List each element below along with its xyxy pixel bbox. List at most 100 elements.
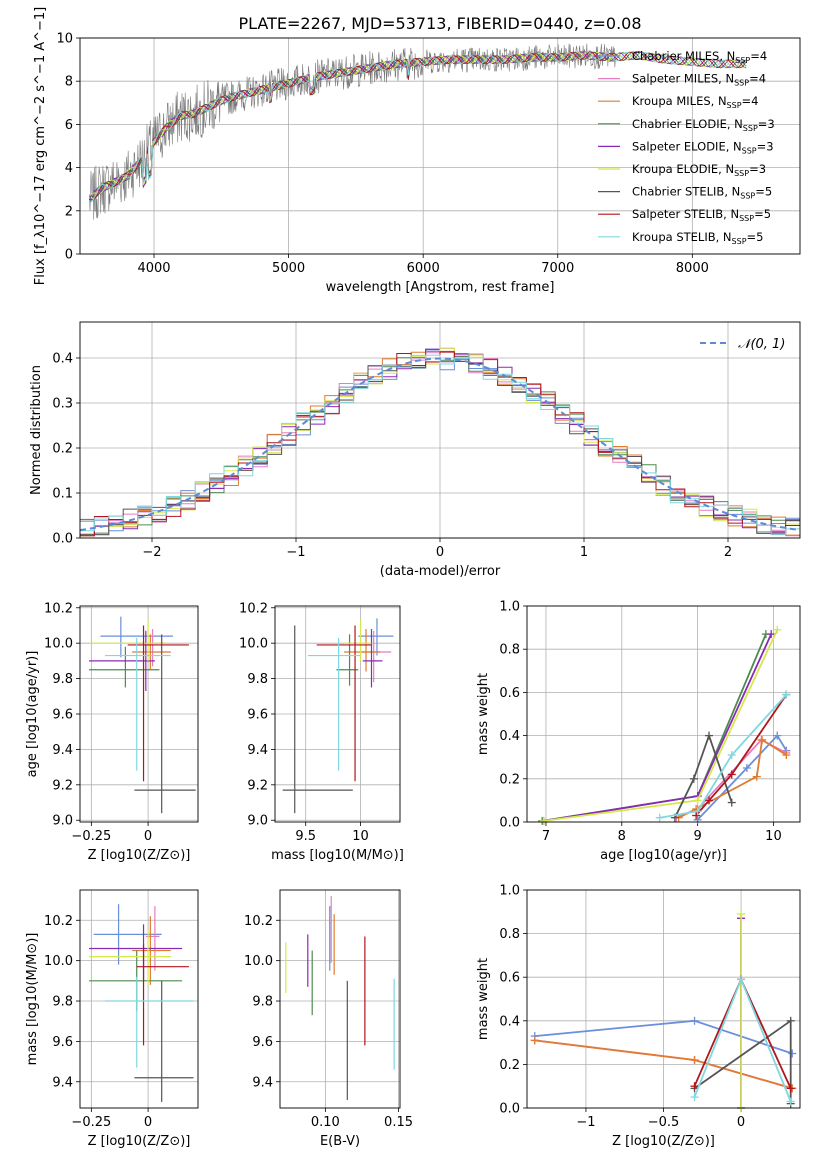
point-marker [727, 770, 736, 779]
legend-entry: Salpeter MILES, NSSP=4 [632, 72, 766, 88]
x-tick-label: 0.10 [311, 1115, 340, 1130]
plot-area [89, 904, 194, 1102]
y-tick-label: 9.4 [52, 743, 73, 758]
plot-area [538, 625, 791, 825]
y-tick-label: 9.8 [52, 672, 73, 687]
y-tick-label: 10.0 [239, 637, 268, 652]
y-tick-label: 10 [56, 32, 73, 47]
plot-area [530, 909, 797, 1112]
x-tick-label: 7 [542, 829, 550, 844]
point-marker [705, 796, 713, 805]
plot-area [89, 616, 196, 814]
x-tick-label: 8000 [676, 261, 709, 276]
x-tick-label: −0.25 [71, 829, 111, 844]
x-axis-label: Z [log10(Z/Z⊙)] [88, 1134, 191, 1149]
point-marker [693, 796, 702, 805]
y-tick-label: 10.2 [44, 914, 73, 929]
legend-entry: Kroupa ELODIE, NSSP=3 [632, 162, 766, 178]
y-tick-label: 9.0 [52, 814, 73, 829]
axes-frame [526, 605, 801, 823]
x-axis-label: age [log10(age/yr)] [600, 848, 727, 863]
x-tick-label: 0 [436, 545, 444, 560]
plot-area [79, 347, 801, 537]
x-tick-label: −0.25 [71, 1115, 111, 1130]
y-tick-label: 0.1 [52, 487, 73, 502]
x-tick-label: 6000 [407, 261, 440, 276]
series-line-salpeter-stelib [695, 694, 788, 817]
x-axis-label: Z [log10(Z/Z⊙)] [88, 848, 191, 863]
markers [89, 616, 196, 814]
point-marker [690, 1056, 699, 1065]
point-marker [773, 731, 782, 740]
axes-frame [79, 321, 801, 539]
y-tick-label: 0.2 [499, 1058, 520, 1073]
point-marker [689, 774, 698, 783]
ticks: 4000 5000 6000 7000 8000 0 2 4 6 8 10 [56, 32, 708, 277]
legend-entry: Salpeter STELIB, NSSP=5 [632, 207, 771, 223]
y-tick-label: 0.8 [499, 643, 520, 658]
y-tick-label: 9.4 [52, 1075, 73, 1090]
ticks: 0.10 0.15 9.4 9.6 9.8 10.0 10.2 [244, 914, 413, 1130]
y-axis-label: Flux [f_λ10^−17 erg cm^−2 s^−1 A^−1] [33, 7, 48, 285]
series-line-kroupa-stelib [659, 693, 788, 819]
y-tick-label: 9.4 [247, 743, 268, 758]
legend-entry: Kroupa STELIB, NSSP=5 [632, 230, 763, 246]
model-line-salpeter-elodie [88, 50, 747, 201]
x-tick-label: 0 [144, 1115, 152, 1130]
point-marker [782, 690, 791, 699]
y-tick-label: 10.0 [44, 637, 73, 652]
y-tick-label: 9.6 [52, 708, 73, 723]
y-tick-label: 8 [65, 75, 73, 90]
panel-age-vs-Z: −0.25 0 9.0 9.2 9.4 9.6 9.8 10.0 10.2 Z [log10(Z/… [25, 601, 199, 863]
y-tick-label: 2 [65, 204, 73, 219]
series-line-chabrier-stelib [674, 732, 733, 819]
y-axis-label: age [log10(age/yr)] [25, 651, 40, 778]
point-marker [767, 630, 776, 639]
y-tick-label: 4 [65, 161, 73, 176]
legend-entry: Chabrier ELODIE, NSSP=3 [632, 117, 775, 133]
point-marker [690, 1082, 699, 1091]
plot-area [285, 896, 395, 1100]
x-tick-label: 0 [144, 829, 152, 844]
x-tick-label: 0.15 [384, 1115, 413, 1130]
point-marker [690, 1093, 699, 1102]
y-tick-label: 0.0 [499, 1102, 520, 1117]
y-tick-label: 0 [65, 248, 73, 263]
point-marker [782, 751, 791, 760]
panel-mass-vs-EBV: 0.10 0.15 9.4 9.6 9.8 10.0 10.2 E(B-V) [244, 889, 413, 1149]
x-tick-label: 2 [724, 545, 732, 560]
point-marker [758, 735, 767, 744]
legend-entry: Chabrier MILES, NSSP=4 [632, 49, 767, 65]
y-tick-label: 9.6 [52, 1035, 73, 1050]
point-marker [752, 772, 761, 781]
x-axis-label: Z [log10(Z/Z⊙)] [612, 1134, 715, 1149]
spectrum-data-line [89, 43, 616, 220]
x-tick-label: −1 [286, 545, 305, 560]
x-tick-label: −1 [576, 1115, 595, 1130]
x-tick-label: −0.5 [648, 1115, 680, 1130]
point-marker [737, 975, 746, 984]
y-tick-label: 10.0 [244, 954, 273, 969]
point-marker [786, 1084, 795, 1093]
y-tick-label: 1.0 [499, 884, 520, 899]
x-tick-label: −2 [142, 545, 161, 560]
y-tick-label: 9.0 [247, 814, 268, 829]
y-tick-label: 0.4 [499, 729, 520, 744]
point-marker [539, 816, 548, 825]
x-axis-label: mass [log10(M/M⊙)] [271, 848, 404, 863]
figure-title: PLATE=2267, MJD=53713, FIBERID=0440, z=0… [238, 14, 641, 33]
x-axis-label: (data-model)/error [380, 564, 501, 579]
y-axis-label: mass [log10(M/M⊙)] [25, 933, 40, 1066]
point-marker [788, 1049, 797, 1058]
y-tick-label: 0.8 [499, 927, 520, 942]
markers [285, 896, 395, 1100]
panel-mass-vs-Z: −0.25 0 9.4 9.6 9.8 10.0 10.2 Z [log10(Z/Z⊙)] ma… [25, 889, 199, 1149]
legend-entry: Salpeter ELODIE, NSSP=3 [632, 139, 774, 155]
y-tick-label: 1.0 [499, 600, 520, 615]
panel-mass-weight-vs-age: 7 8 9 10 0.0 0.2 0.4 0.6 0.8 1.0 age [log10(age/yr… [476, 600, 801, 863]
y-tick-label: 0.3 [52, 397, 73, 412]
point-marker [693, 807, 702, 816]
axes-frame [279, 889, 401, 1109]
